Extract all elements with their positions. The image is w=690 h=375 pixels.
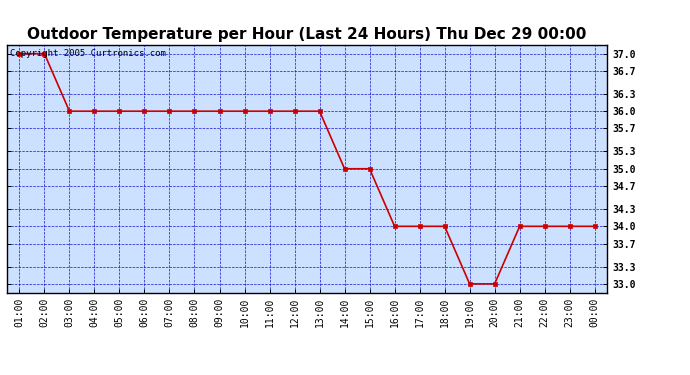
Title: Outdoor Temperature per Hour (Last 24 Hours) Thu Dec 29 00:00: Outdoor Temperature per Hour (Last 24 Ho… [28,27,586,42]
Text: Copyright 2005 Curtronics.com: Copyright 2005 Curtronics.com [10,49,166,58]
